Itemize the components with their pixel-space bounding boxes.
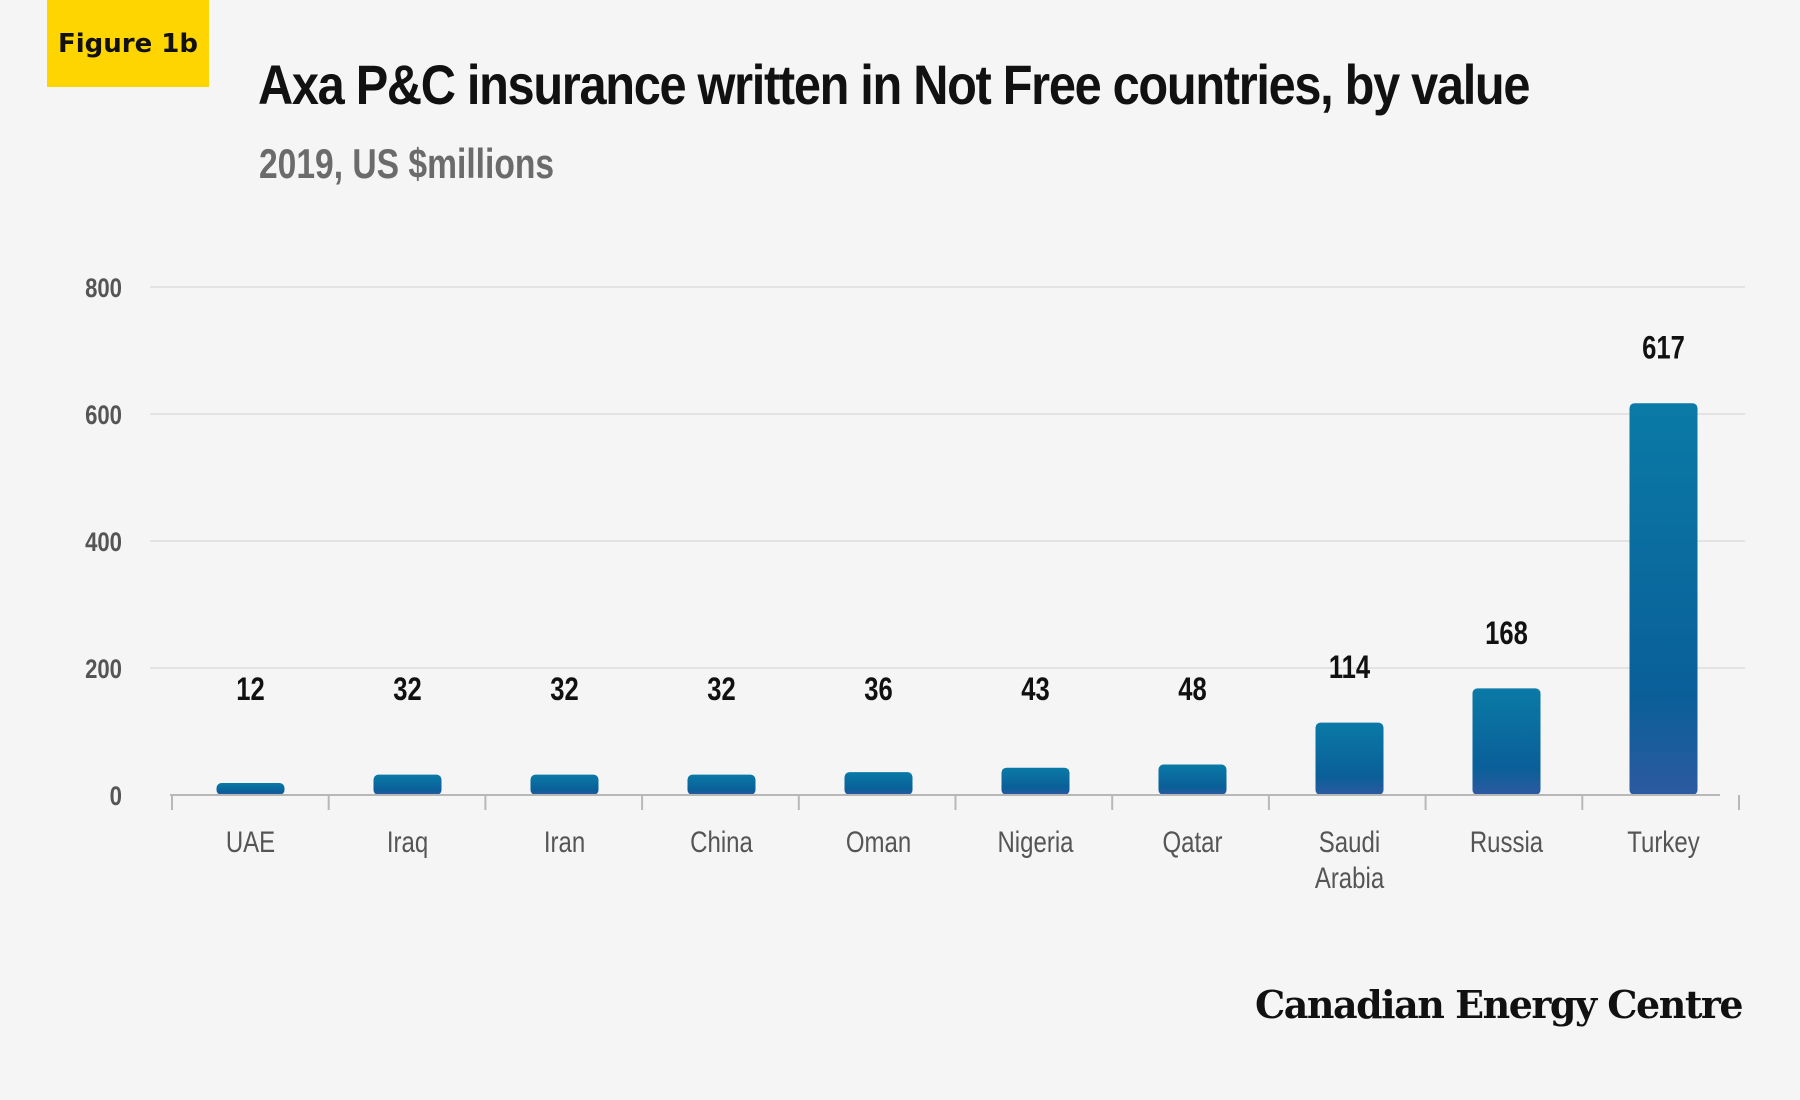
x-tick-label: Iran: [544, 824, 585, 858]
chart-title: Axa P&C insurance written in Not Free co…: [258, 53, 1530, 116]
x-tick-label: UAE: [226, 824, 275, 858]
data-label: 168: [1485, 616, 1528, 651]
bar: [844, 772, 913, 795]
data-label: 12: [236, 672, 264, 707]
data-label: 617: [1642, 331, 1685, 366]
y-axis-tick-labels: 0 200 400 600 800: [85, 274, 122, 812]
x-tick-label: Nigeria: [997, 824, 1074, 858]
bar-chart: 0 200 400 600 800 12 32 32 32 36 43 48 114 168 617 UA…: [85, 274, 1745, 895]
y-tick-label: 800: [85, 274, 122, 304]
bar: [1001, 767, 1070, 795]
data-label: 32: [393, 672, 421, 707]
y-tick-label: 600: [85, 401, 122, 431]
x-tick-label: Arabia: [1315, 860, 1385, 894]
bar: [1158, 764, 1227, 795]
bar: [1472, 688, 1541, 795]
bar: [530, 774, 599, 795]
data-label: 32: [707, 672, 735, 707]
x-tick-label: Saudi: [1319, 824, 1380, 858]
brand-logo: Canadian Energy Centre: [1255, 982, 1744, 1027]
figure-label-badge: Figure 1b: [47, 0, 209, 87]
bar: [216, 783, 285, 795]
x-tick-label: Turkey: [1627, 824, 1700, 858]
data-label: 43: [1021, 672, 1049, 707]
bar: [1629, 403, 1698, 795]
y-tick-label: 200: [85, 655, 122, 685]
bar: [687, 774, 756, 795]
x-tick-label: Qatar: [1162, 824, 1222, 858]
x-tick-label: Oman: [846, 824, 911, 858]
data-label: 48: [1178, 672, 1206, 707]
gridlines: [150, 286, 1745, 669]
bar: [1315, 722, 1384, 795]
bars: [216, 403, 1698, 795]
x-tick-label: Iraq: [387, 824, 428, 858]
x-tick-label: China: [690, 824, 753, 858]
y-tick-label: 400: [85, 528, 122, 558]
y-tick-label: 0: [110, 782, 122, 812]
data-label: 32: [550, 672, 578, 707]
bar: [373, 774, 442, 795]
x-tick-label: Russia: [1470, 824, 1544, 858]
x-axis-tick-labels: UAE Iraq Iran China Oman Nigeria Qatar SaudiAra…: [226, 824, 1700, 894]
data-label: 114: [1329, 651, 1370, 686]
data-label: 36: [864, 672, 892, 707]
x-axis: [170, 794, 1740, 810]
data-labels: 12 32 32 32 36 43 48 114 168 617: [236, 331, 1685, 708]
chart-subtitle: 2019, US $millions: [259, 140, 555, 187]
